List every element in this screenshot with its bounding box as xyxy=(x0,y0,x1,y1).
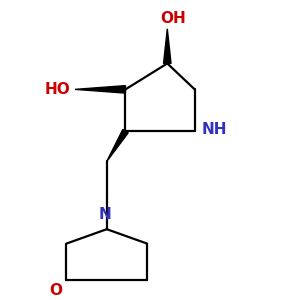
Polygon shape xyxy=(164,29,171,63)
Text: N: N xyxy=(99,207,112,222)
Text: NH: NH xyxy=(202,122,227,137)
Text: OH: OH xyxy=(160,11,186,26)
Text: O: O xyxy=(49,283,62,298)
Polygon shape xyxy=(107,130,128,161)
Polygon shape xyxy=(75,85,125,93)
Text: HO: HO xyxy=(45,82,71,97)
